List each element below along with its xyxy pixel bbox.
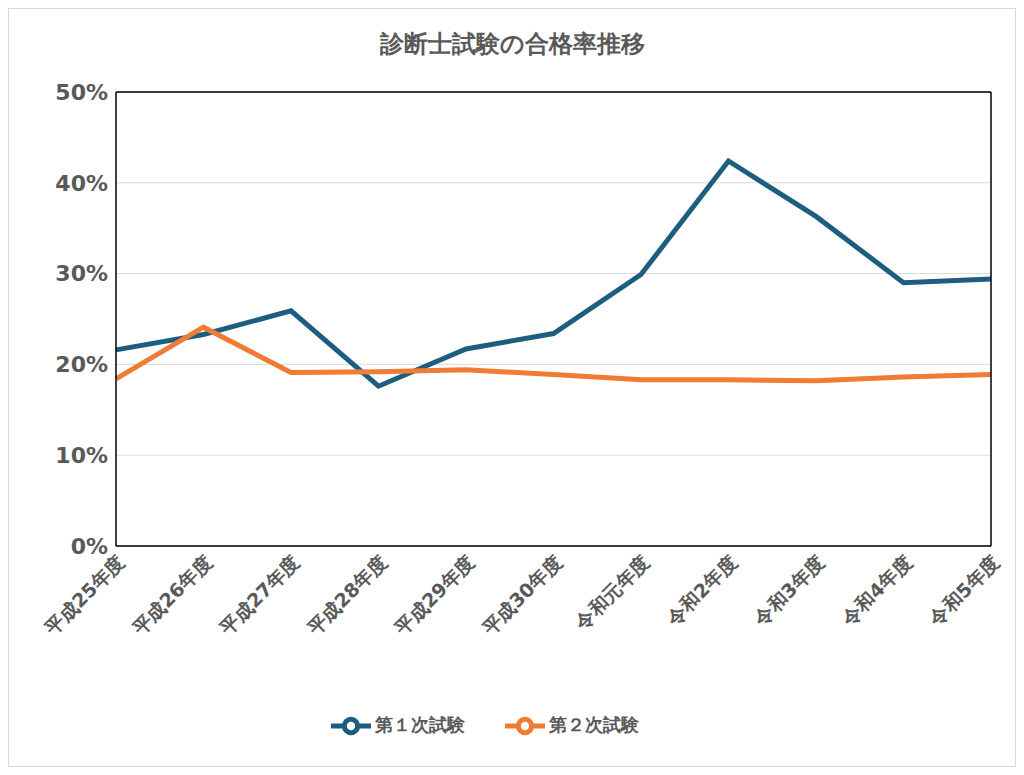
svg-text:令和元年度: 令和元年度 <box>570 551 653 634</box>
svg-text:30%: 30% <box>55 261 108 286</box>
html-text:診断士試験の合格率推移: 診断士試験の合格率推移 <box>379 30 645 58</box>
svg-text:平成27年度: 平成27年度 <box>215 551 304 640</box>
svg-text:令和4年度: 令和4年度 <box>837 551 916 630</box>
svg-text:10%: 10% <box>55 443 108 468</box>
svg-text:平成26年度: 平成26年度 <box>127 551 216 640</box>
svg-text:平成30年度: 平成30年度 <box>477 551 566 640</box>
svg-text:令和3年度: 令和3年度 <box>749 551 828 630</box>
svg-text:平成28年度: 平成28年度 <box>302 551 391 640</box>
svg-text:20%: 20% <box>55 352 108 377</box>
svg-text:40%: 40% <box>55 171 108 196</box>
svg-text:令和5年度: 令和5年度 <box>924 551 1003 630</box>
svg-text:平成25年度: 平成25年度 <box>40 551 129 640</box>
html-text:第１次試験: 第１次試験 <box>374 714 465 735</box>
svg-text:平成29年度: 平成29年度 <box>390 551 479 640</box>
svg-text:0%: 0% <box>71 534 108 559</box>
svg-text:50%: 50% <box>55 80 108 105</box>
svg-text:令和2年度: 令和2年度 <box>662 551 741 630</box>
html-text:第２次試験: 第２次試験 <box>548 714 639 735</box>
